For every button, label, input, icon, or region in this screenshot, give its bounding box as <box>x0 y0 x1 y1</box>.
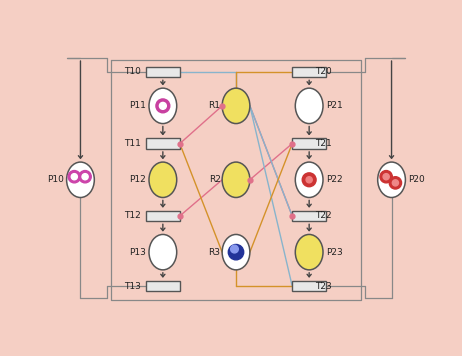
Ellipse shape <box>295 162 323 198</box>
Bar <box>146 138 180 149</box>
Ellipse shape <box>377 162 406 198</box>
Ellipse shape <box>295 235 323 270</box>
Text: T11: T11 <box>124 139 141 148</box>
Ellipse shape <box>149 235 177 270</box>
Circle shape <box>228 245 244 260</box>
Bar <box>146 67 180 77</box>
Text: P13: P13 <box>129 248 146 257</box>
Bar <box>146 211 180 221</box>
Circle shape <box>302 173 316 187</box>
Text: P21: P21 <box>326 101 343 110</box>
Bar <box>146 281 180 292</box>
Ellipse shape <box>222 88 250 124</box>
Ellipse shape <box>149 88 177 124</box>
Text: P10: P10 <box>47 175 63 184</box>
Circle shape <box>159 103 166 109</box>
Text: P20: P20 <box>408 175 425 184</box>
Ellipse shape <box>149 162 177 198</box>
Ellipse shape <box>295 88 323 124</box>
Text: T13: T13 <box>124 282 141 290</box>
Circle shape <box>392 180 398 186</box>
Circle shape <box>71 174 78 180</box>
Text: T21: T21 <box>316 139 332 148</box>
Text: P23: P23 <box>326 248 343 257</box>
Text: T20: T20 <box>316 68 332 77</box>
Ellipse shape <box>222 162 250 198</box>
Text: R3: R3 <box>209 248 221 257</box>
Bar <box>292 211 326 221</box>
Text: R2: R2 <box>209 175 221 184</box>
Circle shape <box>68 171 80 183</box>
Text: P11: P11 <box>129 101 146 110</box>
Circle shape <box>79 171 91 183</box>
Text: T23: T23 <box>316 282 332 290</box>
Circle shape <box>380 171 392 183</box>
Circle shape <box>82 174 88 180</box>
Text: T10: T10 <box>124 68 141 77</box>
Bar <box>292 138 326 149</box>
Circle shape <box>389 177 401 189</box>
Text: P12: P12 <box>129 175 146 184</box>
Circle shape <box>231 245 238 253</box>
Text: R1: R1 <box>209 101 221 110</box>
Circle shape <box>156 99 170 113</box>
Text: T12: T12 <box>125 211 141 220</box>
Ellipse shape <box>222 235 250 270</box>
Bar <box>292 67 326 77</box>
Circle shape <box>383 174 389 180</box>
Text: P22: P22 <box>326 175 343 184</box>
Bar <box>292 281 326 292</box>
Circle shape <box>306 177 312 183</box>
Ellipse shape <box>67 162 94 198</box>
Text: T22: T22 <box>316 211 332 220</box>
